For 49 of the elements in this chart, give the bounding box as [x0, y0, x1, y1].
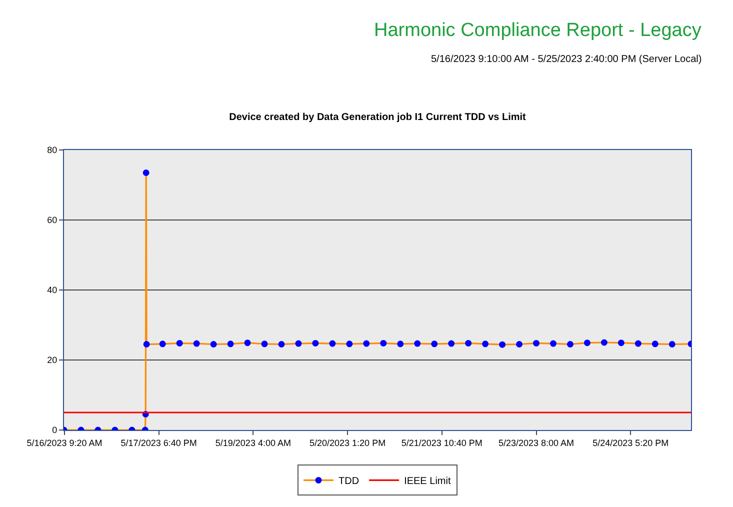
point [600, 339, 608, 346]
x-tick-label: 5/24/2023 5:20 PM [592, 438, 669, 448]
chart-title: Device created by Data Generation job I1 Current TDD vs Limit [229, 112, 527, 124]
point [414, 340, 421, 347]
y-tick-label: 60 [47, 215, 58, 226]
x-tick-label: 5/23/2023 8:00 AM [498, 438, 574, 448]
legend-label: IEEE Limit [404, 476, 451, 488]
x-tick-label: 5/16/2023 9:20 AM [26, 438, 102, 448]
point [465, 340, 472, 346]
point [516, 341, 523, 348]
point [244, 340, 251, 346]
point [295, 340, 302, 347]
point [210, 341, 217, 348]
point [550, 340, 556, 347]
y-tick-label: 80 [47, 145, 58, 156]
legend-label: TDD [338, 476, 360, 488]
x-tick-label: 5/20/2023 1:20 PM [310, 438, 386, 448]
point [193, 340, 200, 347]
y-tick-label: 0 [52, 425, 58, 436]
x-tick-label: 5/21/2023 10:40 PM [401, 438, 482, 448]
point [380, 340, 387, 346]
point [159, 340, 166, 348]
y-tick-label: 20 [47, 355, 58, 366]
point [261, 340, 268, 348]
y-tick-label: 40 [47, 285, 58, 296]
point [346, 340, 353, 348]
point [143, 341, 150, 348]
point [533, 340, 540, 346]
x-tick-label: 5/19/2023 4:00 AM [215, 438, 291, 448]
point [176, 340, 183, 346]
point [278, 341, 285, 348]
point [363, 340, 370, 347]
point [227, 340, 234, 348]
point [668, 341, 676, 348]
point [431, 340, 438, 348]
point [312, 340, 319, 346]
point [499, 341, 506, 348]
point [329, 340, 336, 347]
point [634, 340, 642, 347]
text: 5/16/2023 9:10:00 AM - 5/25/2023 2:40:00 PM (Server Local) [431, 54, 702, 65]
point [566, 341, 574, 348]
point [448, 340, 455, 347]
point [584, 340, 590, 346]
point [652, 340, 658, 348]
text: Harmonic Compliance Report - Legacy [374, 20, 702, 41]
point [618, 340, 624, 346]
x-tick-label: 5/17/2023 6:40 PM [120, 438, 197, 448]
point [482, 340, 489, 348]
point [397, 340, 404, 348]
